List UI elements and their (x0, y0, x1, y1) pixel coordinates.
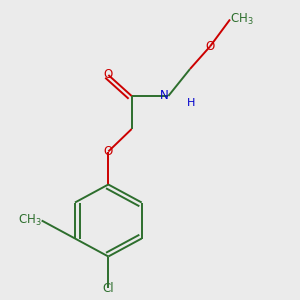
Text: O: O (206, 40, 214, 53)
Text: O: O (104, 68, 113, 82)
Text: N: N (160, 89, 168, 103)
Text: O: O (104, 145, 113, 158)
Text: Cl: Cl (103, 281, 114, 295)
Text: H: H (187, 98, 195, 109)
Text: CH$_3$: CH$_3$ (18, 213, 42, 228)
Text: CH$_3$: CH$_3$ (230, 12, 254, 27)
